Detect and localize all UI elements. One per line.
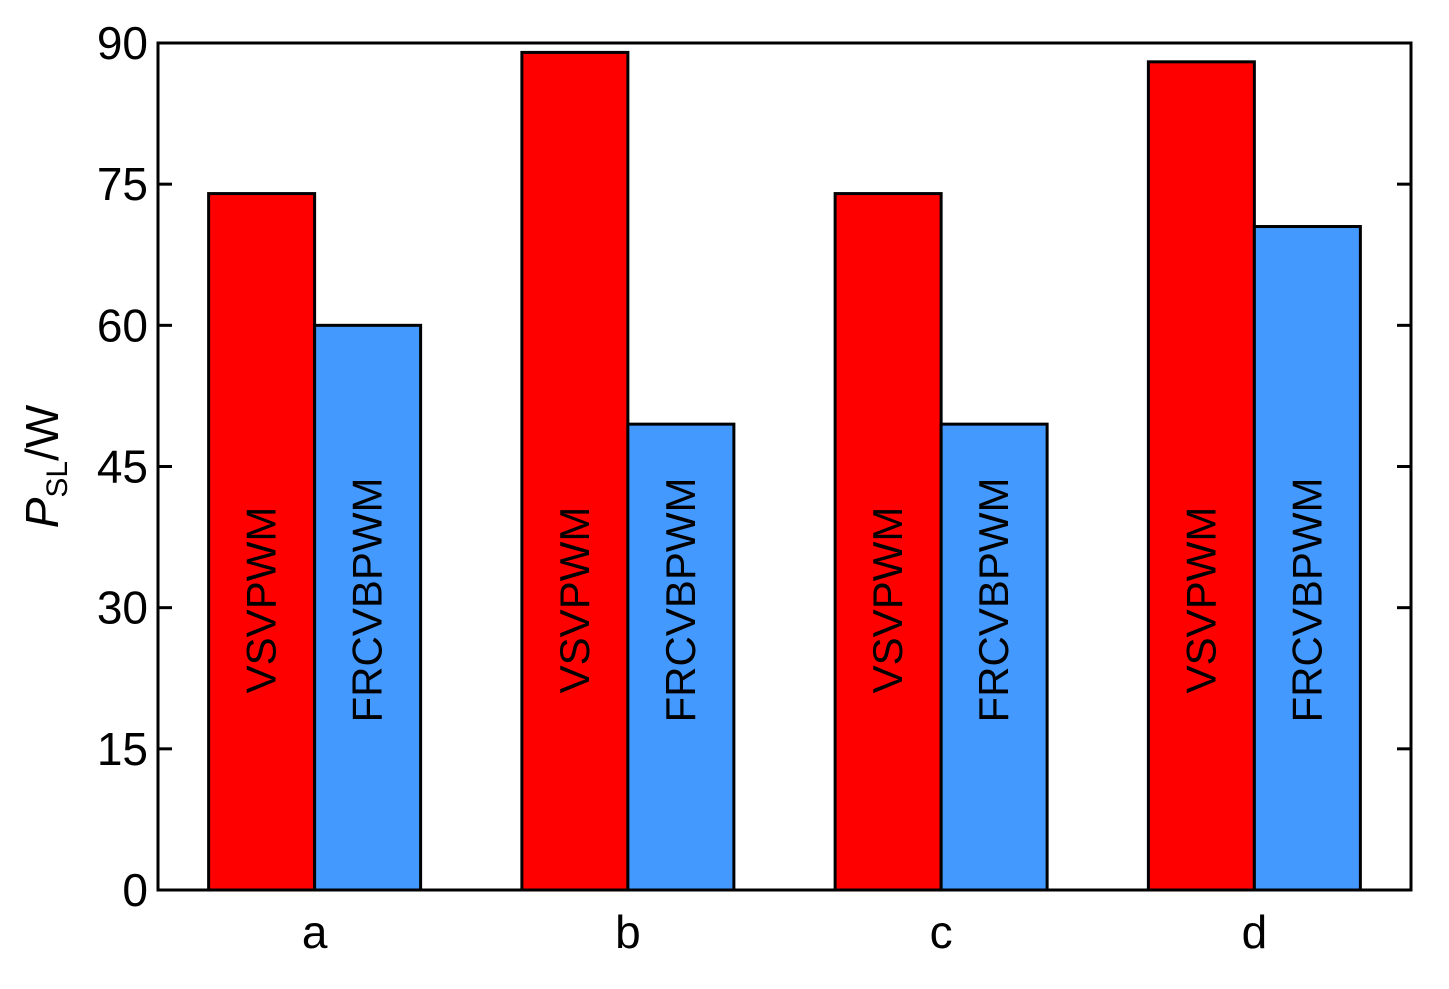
ticks-layer [158, 41, 1411, 892]
bar-labels-layer: VSVPWM FRCVBPWM VSVPWM FRCVBPWM VSVPWM FRCVBP… [238, 478, 1331, 723]
bar-label-c-vsvpwm: VSVPWM [864, 507, 911, 694]
x-tick-label-c: c [930, 906, 953, 958]
bar-label-a-frcvbpwm: FRCVBPWM [344, 478, 391, 723]
y-tick-label-15: 15 [97, 723, 148, 775]
bar-a-frcvbpwm [313, 323, 423, 892]
x-tick-labels: a b c d [302, 906, 1267, 958]
bar-label-c-frcvbpwm: FRCVBPWM [970, 478, 1017, 723]
bar-d-vsvpwm [1146, 60, 1256, 892]
bar-label-a-vsvpwm: VSVPWM [238, 507, 285, 694]
y-axis-label: PSL/W [16, 404, 74, 528]
bar-label-d-vsvpwm: VSVPWM [1177, 507, 1224, 694]
y-tick-label-30: 30 [97, 582, 148, 634]
x-tick-label-d: d [1242, 906, 1268, 958]
bar-b-vsvpwm [520, 50, 630, 892]
bar-label-b-vsvpwm: VSVPWM [551, 507, 598, 694]
y-axis-label-unit: /W [16, 404, 68, 461]
y-tick-label-90: 90 [97, 17, 148, 69]
bar-label-b-frcvbpwm: FRCVBPWM [657, 478, 704, 723]
y-tick-label-75: 75 [97, 158, 148, 210]
y-tick-label-45: 45 [97, 441, 148, 493]
x-tick-label-b: b [615, 906, 641, 958]
y-axis-label-sub: SL [41, 461, 74, 498]
y-tick-label-0: 0 [122, 864, 148, 916]
x-tick-label-a: a [302, 906, 328, 958]
y-tick-label-60: 60 [97, 299, 148, 351]
bar-label-d-frcvbpwm: FRCVBPWM [1283, 478, 1330, 723]
bar-a-vsvpwm [207, 192, 317, 892]
y-axis-label-main: P [16, 497, 68, 528]
bar-b-frcvbpwm [626, 422, 736, 892]
y-tick-labels: 0 15 30 45 60 75 90 [97, 17, 148, 916]
bars-layer [207, 50, 1362, 892]
bar-d-frcvbpwm [1252, 225, 1362, 892]
